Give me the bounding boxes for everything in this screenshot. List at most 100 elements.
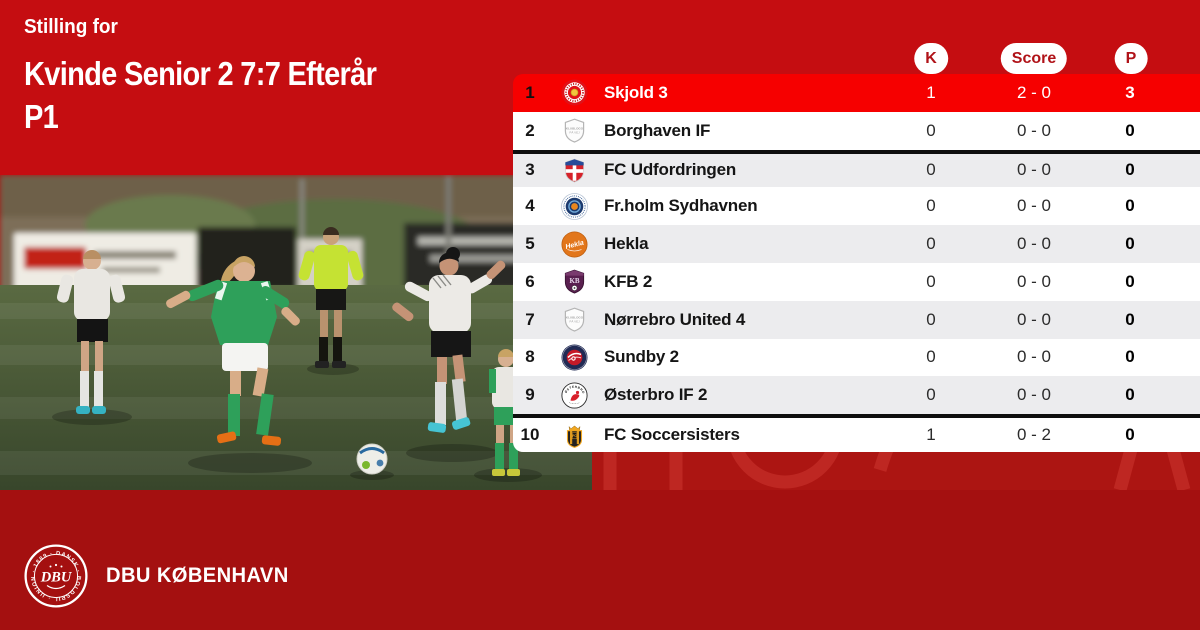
position-cell: 6 bbox=[525, 271, 535, 291]
table-row: 6 KB KFB 2 0 0 - 0 0 bbox=[513, 262, 1200, 301]
org-name: DBU KØBENHAVN bbox=[106, 564, 289, 587]
team-name-cell: Østerbro IF 2 bbox=[604, 385, 708, 405]
svg-text:Hekla: Hekla bbox=[564, 239, 584, 250]
player-green-figure bbox=[166, 256, 300, 446]
matches-cell: 0 bbox=[926, 385, 936, 405]
player-white-left-figure bbox=[56, 250, 126, 414]
points-cell: 0 bbox=[1125, 120, 1135, 140]
page-title-line2: P1 bbox=[24, 98, 59, 135]
udfordringen-crest bbox=[564, 158, 584, 183]
score-cell: 0 - 0 bbox=[1016, 120, 1052, 140]
team-logo: KLUBLOGO PÅ VEJ bbox=[547, 112, 601, 150]
position-cell: 9 bbox=[525, 385, 535, 405]
background-bottom bbox=[0, 490, 1200, 630]
team-name-cell: Borghaven IF bbox=[604, 120, 711, 140]
placeholder-crest: KLUBLOGO PÅ VEJ bbox=[564, 118, 584, 143]
team-name-cell: Fr.holm Sydhavnen bbox=[604, 196, 758, 216]
points-cell: 0 bbox=[1125, 347, 1135, 367]
table-row: 9 ØSTERBRO Østerbro IF 2 0 0 - 0 0 bbox=[513, 376, 1200, 415]
matches-cell: 0 bbox=[926, 271, 936, 291]
points-cell: 0 bbox=[1125, 425, 1135, 445]
position-cell: 4 bbox=[525, 196, 535, 216]
team-logo: KLUBLOGO PÅ VEJ bbox=[547, 301, 601, 339]
position-cell: 5 bbox=[525, 234, 535, 254]
score-cell: 0 - 2 bbox=[1016, 425, 1052, 445]
match-photo bbox=[0, 175, 592, 490]
page-eyebrow: Stilling for bbox=[24, 16, 118, 38]
column-header-score: Score bbox=[1000, 43, 1068, 74]
points-cell: 0 bbox=[1125, 234, 1135, 254]
score-cell: 0 - 0 bbox=[1016, 271, 1052, 291]
svg-text:PÅ VEJ: PÅ VEJ bbox=[569, 319, 580, 324]
table-row: 1 Skjold 3 1 2 - 0 3 bbox=[513, 74, 1200, 112]
table-row: 3 FC Udfordringen 0 0 - 0 0 bbox=[513, 149, 1200, 188]
table-row: 2 KLUBLOGO PÅ VEJ Borghaven IF 0 0 - 0 0 bbox=[513, 111, 1200, 150]
hekla-crest: Hekla bbox=[560, 231, 588, 258]
score-cell: 0 - 0 bbox=[1016, 309, 1052, 329]
matches-cell: 0 bbox=[926, 196, 936, 216]
matches-cell: 0 bbox=[926, 120, 936, 140]
matches-cell: 1 bbox=[926, 82, 936, 102]
team-logo bbox=[547, 154, 601, 188]
position-cell: 8 bbox=[525, 347, 535, 367]
team-logo bbox=[547, 187, 601, 225]
placeholder-crest: KLUBLOGO PÅ VEJ bbox=[564, 307, 584, 332]
table-row: 8 Sundby 2 0 0 - 0 0 bbox=[513, 338, 1200, 377]
kfb-crest: KB bbox=[564, 270, 584, 294]
skjold-crest bbox=[561, 79, 587, 106]
points-cell: 0 bbox=[1125, 271, 1135, 291]
svg-text:KB: KB bbox=[569, 277, 579, 285]
matches-cell: 0 bbox=[926, 347, 936, 367]
score-cell: 0 - 0 bbox=[1016, 347, 1052, 367]
team-logo bbox=[547, 74, 601, 112]
matches-cell: 0 bbox=[926, 309, 936, 329]
score-cell: 0 - 0 bbox=[1016, 234, 1052, 254]
svg-text:KLUBLOGO: KLUBLOGO bbox=[565, 316, 583, 320]
team-name-cell: Sundby 2 bbox=[604, 347, 679, 367]
header: Stilling for Kvinde Senior 2 7:7 Efterår… bbox=[24, 16, 424, 138]
points-cell: 0 bbox=[1125, 160, 1135, 180]
photo-background bbox=[0, 175, 592, 300]
points-cell: 3 bbox=[1125, 82, 1135, 102]
team-name-cell: Hekla bbox=[604, 234, 649, 254]
footer: DANSK · BOLDSPIL · UNION · 1889 · DBU DB… bbox=[23, 543, 296, 609]
svg-text:FC: FC bbox=[572, 434, 577, 438]
score-cell: 0 - 0 bbox=[1016, 196, 1052, 216]
matches-cell: 0 bbox=[926, 234, 936, 254]
ad-banner-left bbox=[14, 233, 196, 291]
soccersisters-crest: FC bbox=[566, 425, 582, 448]
score-cell: 0 - 0 bbox=[1016, 160, 1052, 180]
matches-cell: 1 bbox=[926, 425, 936, 445]
position-cell: 3 bbox=[525, 160, 535, 180]
position-cell: 10 bbox=[520, 425, 540, 445]
osterbro-crest: ØSTERBRO bbox=[560, 382, 588, 409]
page-title: Kvinde Senior 2 7:7 Efterår P1 bbox=[24, 52, 377, 138]
matches-cell: 0 bbox=[926, 160, 936, 180]
position-cell: 1 bbox=[525, 82, 535, 102]
team-logo: Hekla bbox=[547, 225, 601, 263]
points-cell: 0 bbox=[1125, 309, 1135, 329]
score-cell: 2 - 0 bbox=[1016, 82, 1052, 102]
standings-rows: 1 Skjold 3 1 2 - 0 3 2 KLUBLOGO PÅ VEJ B… bbox=[513, 74, 1200, 452]
score-cell: 0 - 0 bbox=[1016, 385, 1052, 405]
points-cell: 0 bbox=[1125, 196, 1135, 216]
team-logo: FC bbox=[547, 418, 601, 452]
team-logo bbox=[547, 339, 601, 377]
table-row: 10 FC FC Soccersisters 1 0 - 2 0 bbox=[513, 414, 1200, 452]
referee-figure bbox=[298, 227, 364, 368]
dbu-crest-icon: DANSK · BOLDSPIL · UNION · 1889 · DBU bbox=[23, 543, 89, 609]
crest-monogram: DBU bbox=[40, 570, 73, 586]
team-name-cell: Skjold 3 bbox=[604, 82, 668, 102]
team-logo: ØSTERBRO bbox=[547, 376, 601, 414]
team-logo: KB bbox=[547, 263, 601, 301]
team-name-cell: FC Soccersisters bbox=[604, 425, 740, 445]
column-header-p: P bbox=[1114, 43, 1148, 74]
team-name-cell: FC Udfordringen bbox=[604, 160, 737, 180]
standings-header: K Score P bbox=[513, 43, 1200, 74]
soccer-ball-icon bbox=[356, 443, 388, 475]
standings-table: K Score P 1 Skjold 3 1 2 - 0 3 2 KLUBLOG… bbox=[513, 43, 1200, 452]
table-row: 4 Fr.holm Sydhavnen 0 0 - 0 0 bbox=[513, 187, 1200, 226]
position-cell: 2 bbox=[525, 120, 535, 140]
position-cell: 7 bbox=[525, 309, 535, 329]
points-cell: 0 bbox=[1125, 385, 1135, 405]
